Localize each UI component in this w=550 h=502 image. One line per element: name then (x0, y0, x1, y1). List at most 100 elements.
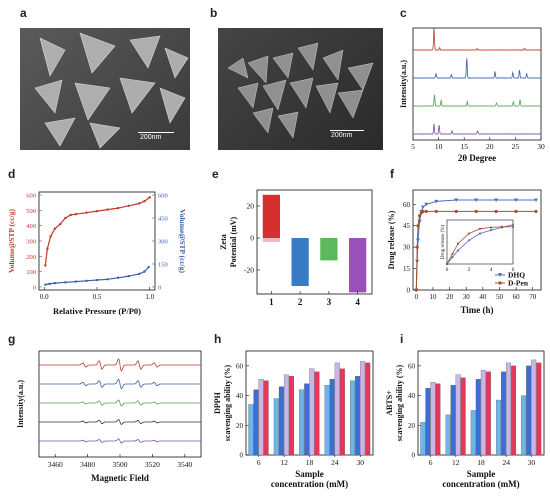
bar-18-series-1 (299, 389, 305, 456)
x-tick-label: 3460 (48, 460, 63, 469)
isotherm-point (69, 213, 72, 217)
bar-12-series-2 (278, 386, 284, 456)
x-axis-label: Time (h) (460, 305, 493, 315)
release-point-dhq (474, 198, 479, 202)
x-tick-label: 0.0 (40, 293, 49, 301)
x-tick-label: 20 (486, 142, 494, 151)
chart-f-release: 0 15 30 45 60 0 10 20 30 40 50 60 70 0 2 4 6 Drug release… (387, 189, 542, 315)
plot-frame (38, 191, 156, 291)
y-right-tick-label: 0 (158, 284, 161, 291)
y-left-tick-label: 500 (26, 208, 36, 215)
bar-12-series-2 (450, 385, 456, 456)
isotherm-point (127, 204, 130, 207)
bar-6-series-2 (425, 387, 431, 456)
inset-point (445, 262, 449, 266)
x-tick-label: 70 (529, 293, 537, 301)
panel-letter-f: f (390, 167, 394, 181)
inset-point (500, 225, 504, 228)
sem-crystals-a (34, 32, 189, 149)
inset-x-tick-label: 2 (468, 267, 471, 273)
zeta-bar-1-shadow (262, 238, 280, 242)
bar-24-series-4 (339, 368, 345, 456)
xrd-series-3 (413, 94, 541, 107)
x-axis-label-line2: concentration (mM) (442, 479, 519, 489)
bar-18-series-4 (485, 371, 491, 456)
release-point-dhq (424, 202, 429, 207)
bar-18-series-3 (309, 368, 315, 456)
bar-30-series-3 (360, 361, 366, 456)
y-tick-label: 60 (403, 201, 411, 209)
y-tick-label: 45 (403, 222, 411, 230)
y-left-tick-label: 0 (33, 284, 36, 291)
bar-18-series-4 (314, 371, 320, 456)
x-axis-label-line2: concentration (mM) (271, 479, 348, 489)
x-tick-label: 20 (446, 293, 454, 301)
y-tick-label: 40 (236, 392, 244, 400)
isotherm-point (106, 278, 109, 281)
isotherm-point (74, 213, 78, 216)
y-axis-label-right: Volume@STP (cc/g) (178, 209, 187, 273)
y-tick-label: 60 (236, 362, 244, 370)
bar-30-series-1 (521, 395, 527, 456)
epr-series-4 (39, 419, 201, 425)
panel-letter-g: g (8, 332, 16, 346)
x-axis-label: 2θ Degree (458, 153, 496, 163)
y-tick-label: 0 (412, 452, 416, 460)
bar-30-series-4 (365, 362, 371, 456)
inset-point (478, 232, 482, 235)
x-tick-label: 0 (415, 293, 419, 301)
bar-30-series-4 (536, 362, 542, 456)
bar-30-series-3 (531, 359, 537, 456)
x-tick-label: 10 (435, 142, 443, 151)
y-tick-label: -20 (244, 266, 254, 275)
x-tick-label: 3500 (113, 460, 128, 469)
legend-label-1: DHQ (508, 271, 525, 280)
y-axis-label: Intensity(a.u.) (16, 380, 25, 428)
release-point-dhq (514, 198, 519, 202)
release-point-dpen (514, 209, 518, 214)
panel-letter-b: b (210, 6, 218, 20)
release-point-dpen (414, 288, 418, 292)
y-left-tick-label: 600 (26, 193, 36, 200)
inset-x-tick-label: 6 (512, 267, 515, 273)
inset-y-label: Drug release (%) (441, 225, 446, 259)
y-left-tick-label: 200 (26, 254, 36, 261)
release-point-dpen (494, 209, 498, 214)
release-point-dpen (474, 209, 478, 214)
bar-12-series-3 (283, 374, 289, 456)
isotherm-point (137, 202, 141, 205)
legend-marker-dhq (498, 273, 502, 277)
epr-series-2 (39, 378, 201, 390)
x-tick-label: 6 (257, 458, 261, 467)
plot-frame (256, 189, 373, 295)
scalebar-label-a: 200nm (140, 134, 162, 141)
inset-point (451, 252, 454, 255)
isotherm-point (53, 227, 57, 230)
inset-point (456, 242, 460, 245)
x-tick-label: 1 (269, 297, 274, 307)
isotherm-point (64, 216, 67, 220)
x-axis-label: Relative Pressure (P/P0) (53, 306, 141, 316)
release-point-dpen (421, 209, 425, 214)
isotherm-point (95, 209, 99, 213)
x-tick-label: 30 (528, 458, 536, 467)
panel-letter-a: a (20, 6, 27, 20)
y-left-tick-label: 300 (26, 239, 36, 246)
isotherm-point (85, 211, 88, 214)
inset-point (467, 232, 471, 235)
isotherm-point (148, 196, 151, 199)
y-axis-label-line2: Potential (mV) (229, 216, 238, 267)
y-left-tick-label: 400 (26, 223, 36, 230)
bar-24-series-1 (324, 385, 330, 456)
inset-point (511, 225, 515, 228)
y-axis-label-line1: ABTS+ (385, 390, 394, 416)
isotherm-point (44, 264, 47, 267)
bar-12-series-1 (273, 398, 279, 456)
chart-c-xrd: 5 10 15 20 25 30 2θ Degree Intensity(a.u.) (399, 27, 545, 163)
bar-18-series-2 (475, 379, 481, 456)
isotherm-point (64, 281, 67, 284)
y-axis-label-line2: scavenging ability (%) (223, 364, 232, 441)
bar-30-series-1 (349, 380, 355, 456)
isotherm-point (58, 222, 62, 226)
